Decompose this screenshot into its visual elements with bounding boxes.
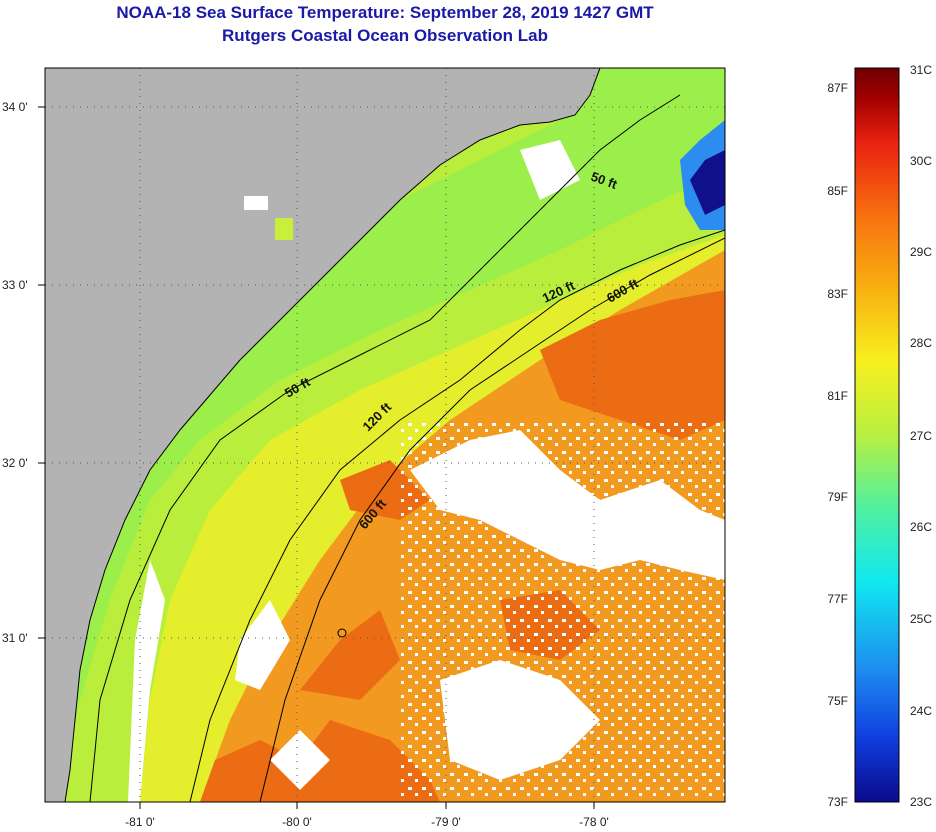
colorbar-c-24: 24C xyxy=(910,704,932,718)
colorbar-c-23: 23C xyxy=(910,795,932,809)
coastal-green-water xyxy=(60,68,725,802)
bathymetry-contours xyxy=(89,94,725,802)
map-tick-marks xyxy=(38,106,595,809)
colorbar-f-85: 85F xyxy=(827,184,848,198)
map-subtitle: Rutgers Coastal Ocean Observation Lab xyxy=(222,26,548,45)
contour-50ft xyxy=(89,94,681,802)
lon-label-80: -80 0' xyxy=(282,815,312,829)
colorbar-c-27: 27C xyxy=(910,429,932,443)
lat-label-34: 34 0' xyxy=(2,100,28,114)
colorbar-f-81: 81F xyxy=(827,389,848,403)
lon-label-81: -81 0' xyxy=(125,815,155,829)
lat-label-33: 33 0' xyxy=(2,278,28,292)
colorbar-c-30: 30C xyxy=(910,154,932,168)
sst-image: 50 ft 50 ft 120 ft 120 ft 600 ft 600 ft xyxy=(45,68,725,802)
colorbar-c-26: 26C xyxy=(910,520,932,534)
map-title: NOAA-18 Sea Surface Temperature: Septemb… xyxy=(116,3,654,22)
lat-label-32: 32 0' xyxy=(2,456,28,470)
colorbar-c-29: 29C xyxy=(910,245,932,259)
inland-lake xyxy=(275,218,293,240)
colorbar-f-79: 79F xyxy=(827,490,848,504)
colorbar-f-75: 75F xyxy=(827,694,848,708)
map-frame xyxy=(44,67,726,803)
contour-600ft xyxy=(259,237,725,802)
colorbar-f-83: 83F xyxy=(827,287,848,301)
cloud-speckle xyxy=(400,420,725,800)
lat-label-31: 31 0' xyxy=(2,631,28,645)
lon-label-78: -78 0' xyxy=(579,815,609,829)
colorbar-f-77: 77F xyxy=(827,592,848,606)
inland-cloud xyxy=(244,196,268,210)
colorbar-f-73: 73F xyxy=(827,795,848,809)
small-contour-ring xyxy=(337,628,347,638)
temperature-colorbar: 87F 85F 83F 81F 79F 77F 75F 73F 31C 30C … xyxy=(827,63,932,809)
colorbar-c-25: 25C xyxy=(910,612,932,626)
colorbar-c-28: 28C xyxy=(910,336,932,350)
cold-plume-core xyxy=(690,150,725,215)
colorbar-f-87: 87F xyxy=(827,81,848,95)
lon-label-79: -79 0' xyxy=(431,815,461,829)
colorbar-c-31: 31C xyxy=(910,63,932,77)
colorbar-gradient xyxy=(854,67,900,803)
land-mass xyxy=(45,68,601,802)
contour-120ft xyxy=(189,229,725,802)
